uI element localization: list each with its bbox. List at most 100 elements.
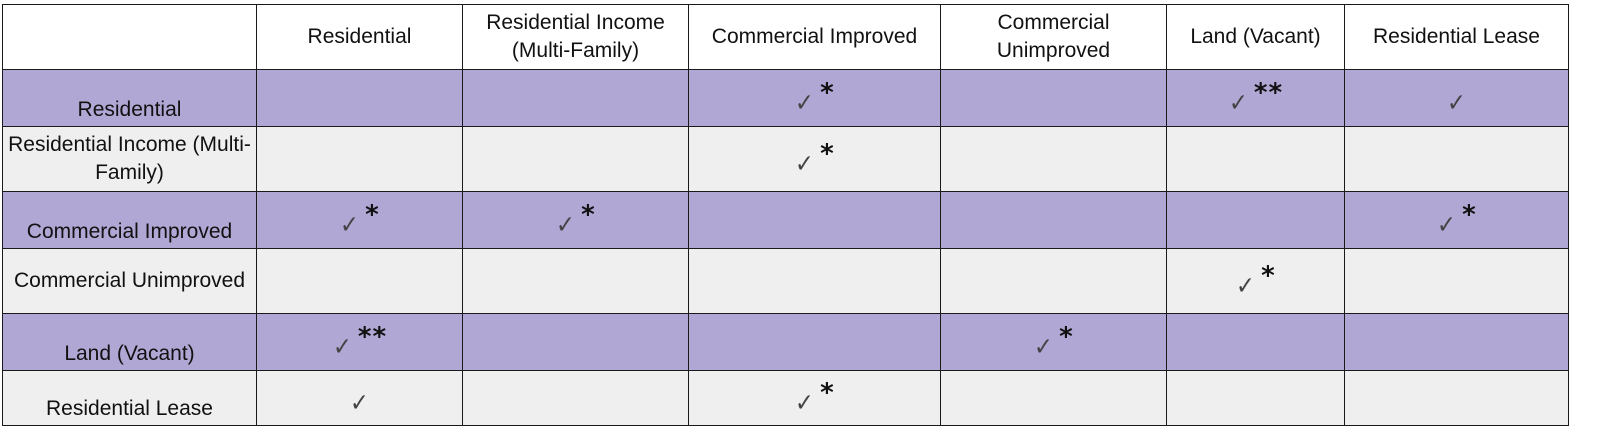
approval-mark: ✓ * (555, 200, 596, 239)
row-label: Residential (2, 69, 257, 127)
approval-mark: ✓ * (794, 78, 835, 117)
table-cell (688, 191, 941, 249)
table-cell (462, 370, 689, 426)
row-label-text: Land (Vacant) (64, 342, 195, 365)
table-cell (1166, 313, 1345, 371)
table-cell: ✓ ** (256, 313, 463, 371)
footnote-marker: * (820, 378, 835, 408)
footnote-marker: * (820, 78, 835, 108)
header-row: Residential Residential Income (Multi-Fa… (2, 4, 1569, 70)
checkmark-icon: ✓ (1437, 210, 1457, 239)
table-cell (1344, 313, 1569, 371)
table-cell (1344, 248, 1569, 314)
table-cell (462, 248, 689, 314)
column-header-label: Residential Lease (1373, 25, 1540, 48)
table-cell (1166, 191, 1345, 249)
approval-mark: ✓ * (794, 139, 835, 178)
checkmark-icon: ✓ (332, 332, 352, 361)
table-cell: ✓ * (1344, 191, 1569, 249)
column-header: Residential Lease (1344, 4, 1569, 70)
table-cell (1344, 126, 1569, 192)
row-label: Residential Income (Multi-Family) (2, 126, 257, 192)
row-label-text: Residential Lease (46, 397, 213, 420)
row-label: Commercial Improved (2, 191, 257, 249)
table-cell (940, 69, 1167, 127)
table-cell: ✓ * (256, 191, 463, 249)
table-cell (256, 69, 463, 127)
footnote-marker: * (1261, 261, 1276, 291)
approval-mark: ✓ * (1033, 322, 1074, 361)
checkmark-icon: ✓ (350, 388, 369, 417)
checkmark-icon: ✓ (1034, 332, 1054, 361)
table-cell (940, 191, 1167, 249)
table-cell (1166, 370, 1345, 426)
table-cell (256, 248, 463, 314)
row-label: Commercial Unimproved (2, 248, 257, 314)
table-cell (1344, 370, 1569, 426)
table-cell (940, 248, 1167, 314)
table-row: Residential Income (Multi-Family) ✓ * (2, 126, 1569, 192)
row-label: Land (Vacant) (2, 313, 257, 371)
table-row: Commercial Unimproved ✓ * (2, 248, 1569, 314)
table-row: Commercial Improved ✓ * ✓ * ✓ * (2, 191, 1569, 249)
approval-mark: ✓ (1446, 83, 1467, 117)
table-cell: ✓ (1344, 69, 1569, 127)
table-cell (688, 313, 941, 371)
row-label: Residential Lease (2, 370, 257, 426)
footnote-marker: * (1059, 322, 1074, 352)
column-header: Land (Vacant) (1166, 4, 1345, 70)
checkmark-icon: ✓ (795, 88, 815, 117)
table-cell (688, 248, 941, 314)
table-cell (1166, 126, 1345, 192)
header-corner-cell (2, 4, 257, 70)
approval-mark: ✓ * (1436, 200, 1477, 239)
table-cell (462, 313, 689, 371)
table-cell (462, 126, 689, 192)
table-cell: ✓ ** (1166, 69, 1345, 127)
property-type-matrix: Residential Residential Income (Multi-Fa… (2, 4, 1569, 426)
column-header-label: Residential (307, 25, 412, 48)
approval-mark: ✓ ** (1228, 78, 1284, 117)
column-header-label: Land (Vacant) (1190, 25, 1321, 48)
footnote-marker: * (1462, 200, 1477, 230)
column-header: Residential (256, 4, 463, 70)
footnote-marker: * (581, 200, 596, 230)
row-label-text: Residential Income (Multi-Family) (8, 133, 251, 184)
table-cell (462, 69, 689, 127)
column-header-label: Residential Income (Multi-Family) (486, 11, 665, 62)
table-cell: ✓ * (688, 370, 941, 426)
row-label-text: Commercial Unimproved (13, 269, 246, 292)
row-label-text: Commercial Improved (26, 220, 233, 243)
column-header-label: Commercial Improved (711, 25, 918, 48)
approval-mark: ✓ * (1235, 261, 1276, 300)
approval-mark: ✓ * (339, 202, 380, 239)
checkmark-icon: ✓ (340, 210, 360, 239)
column-header: Commercial Improved (688, 4, 941, 70)
table-cell: ✓ * (940, 313, 1167, 371)
column-header: Commercial Unimproved (940, 4, 1167, 70)
approval-mark: ✓ * (794, 378, 835, 417)
column-header: Residential Income (Multi-Family) (462, 4, 689, 70)
footnote-marker: ** (1253, 78, 1284, 108)
checkmark-icon: ✓ (1228, 88, 1248, 117)
checkmark-icon: ✓ (1447, 88, 1466, 117)
table-cell (256, 126, 463, 192)
footnote-marker: ** (357, 322, 388, 352)
table-cell: ✓ (256, 370, 463, 426)
footnote-marker: * (820, 139, 835, 169)
checkmark-icon: ✓ (795, 388, 815, 417)
approval-mark: ✓ ** (332, 322, 388, 361)
table-cell (940, 370, 1167, 426)
table-row: Residential ✓ * ✓ ** ✓ (2, 69, 1569, 127)
table-cell: ✓ * (1166, 248, 1345, 314)
row-label-text: Residential (77, 98, 182, 121)
table-row: Residential Lease ✓ ✓ * (2, 370, 1569, 426)
table-row: Land (Vacant) ✓ ** ✓ * (2, 313, 1569, 371)
checkmark-icon: ✓ (1236, 271, 1256, 300)
checkmark-icon: ✓ (556, 210, 576, 239)
checkmark-icon: ✓ (795, 149, 815, 178)
table-cell: ✓ * (688, 126, 941, 192)
table-cell (940, 126, 1167, 192)
table-cell: ✓ * (462, 191, 689, 249)
column-header-label: Commercial Unimproved (996, 11, 1111, 62)
